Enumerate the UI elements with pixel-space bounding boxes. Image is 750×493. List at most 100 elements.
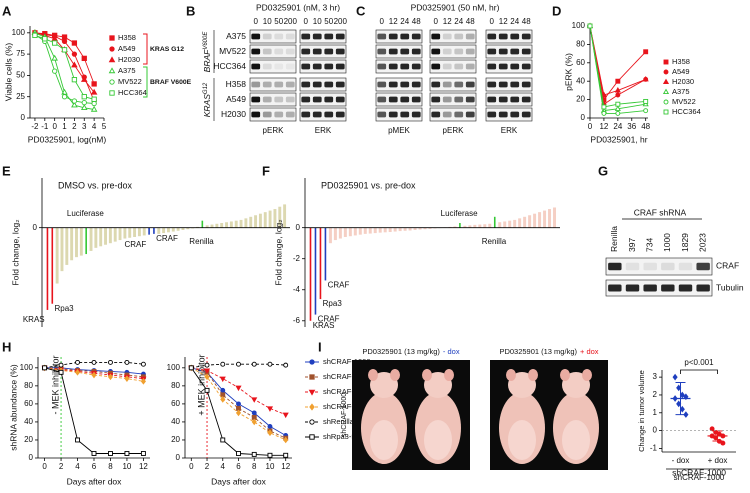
bar bbox=[128, 227, 132, 238]
marker bbox=[91, 371, 97, 379]
bar bbox=[473, 224, 477, 228]
drug: PD0325901 (13 mg/kg) bbox=[362, 347, 440, 356]
mouse-ear bbox=[506, 369, 516, 381]
band bbox=[521, 33, 531, 40]
x-tick-label: 8 bbox=[252, 462, 257, 471]
blot bbox=[249, 59, 297, 74]
y-tick-label: 40 bbox=[171, 417, 180, 426]
panel-letter: I bbox=[318, 339, 322, 354]
band bbox=[274, 81, 284, 88]
y-tick-label: 80 bbox=[171, 381, 180, 390]
band bbox=[335, 63, 345, 70]
marker bbox=[663, 69, 669, 75]
marker bbox=[108, 359, 113, 365]
bar bbox=[254, 215, 258, 228]
bar bbox=[388, 227, 392, 233]
band bbox=[465, 96, 475, 103]
bar bbox=[418, 227, 422, 230]
lane-label: 48 bbox=[466, 17, 475, 26]
legend-label: shRenilla.713 bbox=[323, 417, 368, 426]
band bbox=[301, 48, 311, 55]
bar bbox=[273, 209, 277, 228]
bar bbox=[533, 213, 537, 228]
bar bbox=[548, 209, 552, 228]
bar bbox=[314, 227, 317, 315]
marker bbox=[663, 99, 669, 105]
blot bbox=[605, 257, 713, 276]
lane-label: 0 bbox=[304, 17, 309, 26]
bar bbox=[89, 227, 93, 251]
marker bbox=[643, 108, 649, 114]
bar bbox=[157, 227, 161, 234]
y-tick-label: 20 bbox=[576, 95, 585, 104]
band bbox=[498, 81, 508, 88]
marker bbox=[91, 96, 97, 102]
y-tick-label: 0 bbox=[653, 426, 658, 435]
x-tick-label: 10 bbox=[266, 462, 275, 471]
marker bbox=[203, 368, 211, 374]
lane-label: 50 bbox=[324, 17, 333, 26]
bar bbox=[201, 220, 204, 228]
bar bbox=[403, 227, 407, 231]
band bbox=[251, 48, 261, 55]
x-tick-label: -1 bbox=[41, 122, 49, 131]
lane-label: 397 bbox=[627, 238, 637, 252]
lane-label: 0 bbox=[254, 17, 259, 26]
blot bbox=[299, 77, 347, 92]
genotype: KRASG12 bbox=[202, 82, 212, 117]
band bbox=[521, 96, 531, 103]
mouse-belly bbox=[508, 420, 536, 460]
x-tick-label: 4 bbox=[221, 462, 226, 471]
x-axis-label: PD0325901, hr bbox=[590, 134, 647, 144]
group-label: KRAS G12 bbox=[150, 46, 184, 53]
y-tick-label: 40 bbox=[24, 417, 33, 426]
blot bbox=[249, 29, 297, 44]
bar bbox=[75, 227, 78, 258]
marker bbox=[91, 451, 97, 456]
band bbox=[510, 96, 520, 103]
band bbox=[388, 81, 398, 88]
bar bbox=[249, 216, 253, 228]
band bbox=[678, 284, 693, 292]
band bbox=[454, 111, 464, 118]
bar bbox=[176, 227, 180, 231]
marker bbox=[71, 51, 78, 57]
bar bbox=[478, 224, 482, 228]
blot bbox=[429, 44, 477, 59]
bar bbox=[171, 227, 175, 232]
marker bbox=[124, 451, 130, 456]
band bbox=[465, 81, 475, 88]
blot-title: PD0325901 (nM, 3 hr) bbox=[256, 2, 340, 12]
marker bbox=[124, 359, 130, 365]
marker bbox=[61, 38, 68, 44]
x-tick-label: 12 bbox=[599, 122, 608, 131]
bar-label: Rpa3 bbox=[323, 299, 343, 308]
x-tick-label: 2 bbox=[72, 122, 77, 131]
lane-label: 48 bbox=[522, 17, 531, 26]
x-tick-label: - dox bbox=[672, 456, 690, 465]
band bbox=[324, 48, 334, 55]
marker bbox=[108, 56, 116, 63]
bar bbox=[70, 227, 74, 261]
marker bbox=[220, 361, 226, 367]
marker bbox=[251, 451, 257, 457]
band bbox=[285, 81, 295, 88]
band bbox=[431, 33, 441, 40]
bar bbox=[268, 210, 272, 228]
marker bbox=[109, 46, 115, 52]
group-bracket bbox=[143, 66, 148, 98]
band bbox=[465, 33, 475, 40]
bar-label: CRAF bbox=[328, 281, 350, 290]
blot-column: pMEK bbox=[388, 126, 410, 135]
bar bbox=[383, 227, 387, 233]
band bbox=[521, 63, 531, 70]
blot bbox=[429, 29, 477, 44]
mouse-belly bbox=[562, 420, 590, 460]
marker bbox=[140, 378, 146, 385]
group-label: BRAF V600E bbox=[150, 79, 192, 86]
panel-letter: G bbox=[598, 163, 608, 178]
blot bbox=[249, 44, 297, 59]
bar bbox=[104, 227, 107, 245]
band bbox=[262, 33, 272, 40]
bar-label: Rpa3 bbox=[54, 304, 74, 313]
